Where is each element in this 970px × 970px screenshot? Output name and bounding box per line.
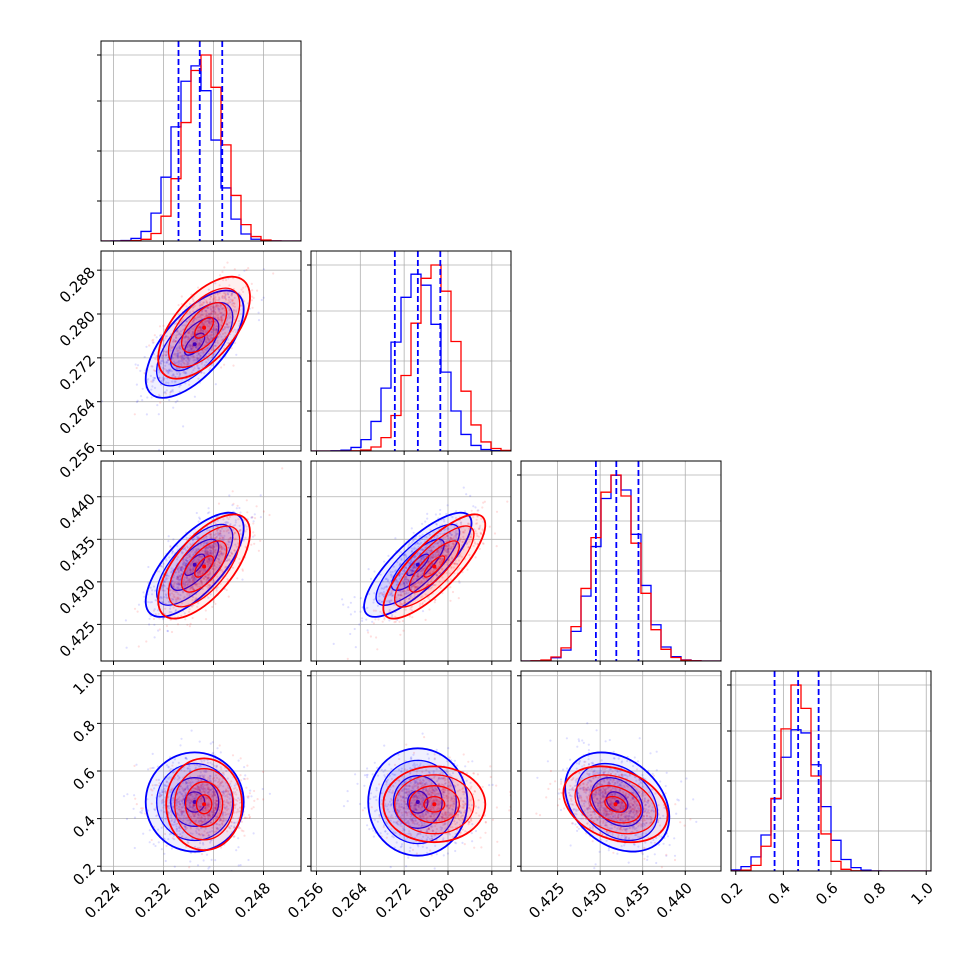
panel-frame [310,250,512,452]
y-tick-label: 0.435 [56,533,99,576]
panel-frame [100,40,302,242]
y-tick-label: 1.0 [69,669,99,699]
x-tick-label: 0.2 [717,879,747,909]
x-tick-label: 0.264 [328,879,371,922]
panel-frame [520,670,722,872]
x-tick-label: 0.272 [372,879,415,922]
x-tick-label: 0.425 [525,879,568,922]
x-tick-label: 0.240 [181,879,224,922]
x-tick-label: 0.280 [416,879,459,922]
y-tick-label: 0.272 [56,351,99,394]
y-tick-label: 0.440 [56,490,99,533]
panel-frame [100,250,302,452]
panel-frame [310,460,512,662]
panel-frame [100,670,302,872]
panel-frame [100,460,302,662]
center-point-blue [415,800,420,804]
y-tick-label: 0.288 [56,263,99,306]
histogram-panel [307,250,512,455]
x-tick-label: 0.248 [231,879,274,922]
histogram-panel [517,460,722,665]
center-point-blue [192,562,197,567]
center-point-red [202,564,207,569]
y-tick-label: 0.8 [69,717,99,747]
center-point-red [202,325,207,330]
x-tick-label: 1.0 [907,879,937,909]
x-tick-label: 0.435 [610,879,653,922]
histogram-blue [101,65,301,241]
scatter-panel [307,460,512,665]
center-point-blue [192,800,197,804]
y-tick-label: 0.256 [56,439,99,482]
x-tick-label: 0.232 [131,879,174,922]
panel-frame [310,670,512,872]
center-point-red [613,802,618,807]
x-tick-label: 0.8 [860,879,890,909]
histogram-blue [521,474,721,661]
histogram-red [521,474,721,661]
x-tick-label: 0.440 [653,879,696,922]
x-tick-label: 0.4 [765,879,795,909]
center-point-blue [192,342,197,347]
x-tick-label: 0.6 [812,879,842,909]
x-tick-label: 0.256 [284,879,327,922]
center-point-red [202,802,207,807]
scatter-panel: 0.224 0.232 0.240 0.248 0.2 0.4 0.6 0.8 1.0 [69,669,302,922]
y-tick-label: 0.264 [56,395,99,438]
x-tick-label: 0.224 [81,879,124,922]
panel-frame [730,670,932,872]
center-point-red [432,564,437,569]
center-point-blue [415,562,420,567]
x-tick-label: 0.430 [568,879,611,922]
y-tick-label: 0.6 [69,764,99,794]
y-tick-label: 0.425 [56,618,99,661]
histogram-panel: 0.2 0.4 0.6 0.8 1.0 [717,670,937,909]
y-tick-label: 0.430 [56,575,99,618]
histogram-panel [97,40,302,245]
panel-frame [520,460,722,662]
y-tick-label: 0.2 [69,860,99,890]
y-tick-label: 0.280 [56,307,99,350]
y-tick-label: 0.4 [69,812,99,842]
center-point-red [432,802,437,807]
x-tick-label: 0.288 [459,879,502,922]
